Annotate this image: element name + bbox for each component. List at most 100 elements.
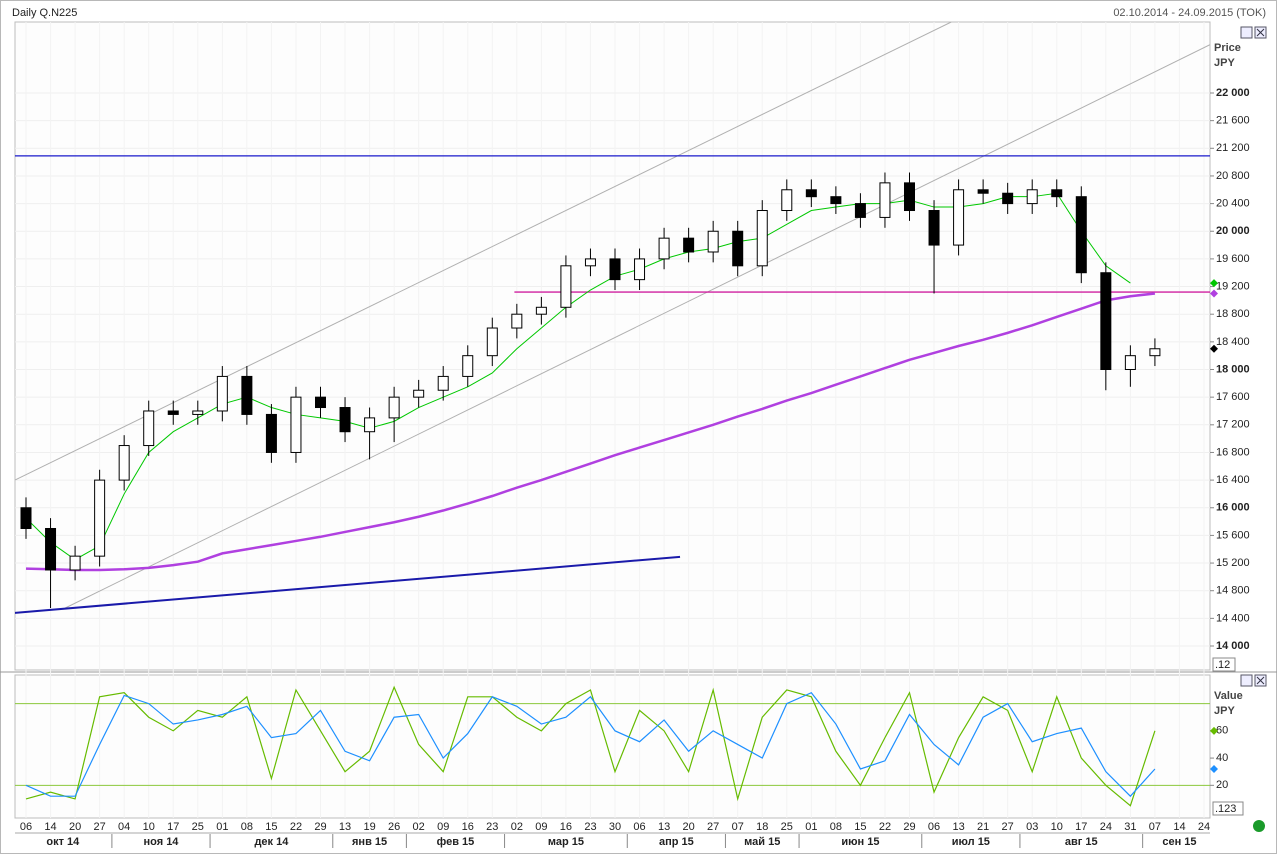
candle-body <box>167 410 179 415</box>
x-tick-label: 23 <box>584 821 596 833</box>
x-tick-label: 10 <box>143 821 155 833</box>
price-axis-unit: JPY <box>1214 57 1235 69</box>
moving-average <box>25 292 1156 572</box>
x-tick-label: 30 <box>609 821 621 833</box>
last-value-marker <box>1210 726 1218 735</box>
y-tick-label: 20 400 <box>1216 198 1250 210</box>
x-tick-label: 27 <box>707 821 719 833</box>
candle-body <box>634 258 646 281</box>
candle-body <box>953 189 965 246</box>
y-tick-label: 14 000 <box>1216 640 1250 652</box>
x-tick-label: 15 <box>854 821 866 833</box>
x-tick-label: 06 <box>928 821 940 833</box>
trendline <box>15 22 952 481</box>
x-tick-label: 27 <box>1002 821 1014 833</box>
candle-body <box>732 230 744 267</box>
osc-axis-label: Value <box>1214 690 1243 702</box>
candle-body <box>339 407 351 433</box>
x-tick-label: 07 <box>1149 821 1161 833</box>
scale-box <box>1212 657 1236 672</box>
x-tick-label: 17 <box>1075 821 1087 833</box>
x-tick-label: 19 <box>363 821 375 833</box>
y-tick-label: 21 200 <box>1216 142 1250 154</box>
candle-body <box>265 413 277 453</box>
y-tick-label: 20 <box>1216 779 1228 791</box>
candle-body <box>20 507 32 529</box>
y-tick-label: 18 400 <box>1216 336 1250 348</box>
month-label: фев 15 <box>437 836 475 848</box>
last-value-marker <box>1210 289 1218 298</box>
x-tick-label: 27 <box>94 821 106 833</box>
y-tick-label: 20 800 <box>1216 170 1250 182</box>
last-value-marker <box>1210 764 1218 773</box>
y-tick-label: 21 600 <box>1216 115 1250 127</box>
candle-body <box>560 265 572 308</box>
osc-scale-note: .123 <box>1215 803 1236 815</box>
y-tick-label: 17 200 <box>1216 419 1250 431</box>
close-icon <box>1256 28 1265 37</box>
candle-body <box>683 237 695 253</box>
x-tick-label: 22 <box>290 821 302 833</box>
x-tick-label: 02 <box>511 821 523 833</box>
candle-body <box>854 203 866 218</box>
minimize-button[interactable] <box>1240 674 1253 687</box>
candle-body <box>45 527 57 571</box>
month-label: окт 14 <box>46 836 80 848</box>
x-tick-label: 03 <box>1026 821 1038 833</box>
x-tick-label: 31 <box>1124 821 1136 833</box>
status-indicator[interactable] <box>1253 820 1265 832</box>
price-scale-note: .12 <box>1215 659 1230 671</box>
minimize-button[interactable] <box>1240 26 1253 39</box>
x-tick-label: 24 <box>1100 821 1112 833</box>
candle-body <box>1149 348 1161 357</box>
x-tick-label: 07 <box>732 821 744 833</box>
chart-title: Daily Q.N225 <box>12 7 77 19</box>
y-tick-label: 18 800 <box>1216 308 1250 320</box>
x-tick-label: 24 <box>1198 821 1210 833</box>
x-tick-label: 15 <box>265 821 277 833</box>
month-label: сен 15 <box>1162 836 1196 848</box>
candle-body <box>609 258 621 281</box>
x-tick-label: 02 <box>413 821 425 833</box>
candle-body <box>486 327 498 357</box>
x-tick-label: 13 <box>339 821 351 833</box>
x-tick-label: 22 <box>879 821 891 833</box>
x-tick-label: 13 <box>952 821 964 833</box>
x-tick-label: 09 <box>437 821 449 833</box>
x-tick-label: 10 <box>1051 821 1063 833</box>
panel-controls[interactable] <box>1240 26 1267 687</box>
x-tick-label: 20 <box>683 821 695 833</box>
oscillator-line <box>25 691 1156 798</box>
x-tick-label: 21 <box>977 821 989 833</box>
x-tick-label: 04 <box>118 821 130 833</box>
y-tick-label: 14 400 <box>1216 612 1250 624</box>
candle-body <box>781 189 793 212</box>
y-tick-label: 16 800 <box>1216 446 1250 458</box>
last-value-marker <box>1210 344 1218 353</box>
x-tick-label: 25 <box>781 821 793 833</box>
x-tick-label: 08 <box>241 821 253 833</box>
candle-body <box>756 210 768 267</box>
date-range: 02.10.2014 - 24.09.2015 (TOK) <box>1113 7 1266 19</box>
oscillator-panel <box>14 674 1211 819</box>
candle-body <box>1026 189 1038 205</box>
candle-body <box>511 313 523 329</box>
candle-body <box>462 355 474 377</box>
candle-body <box>1051 189 1063 198</box>
y-tick-label: 22 000 <box>1216 87 1250 99</box>
y-tick-label: 40 <box>1216 752 1228 764</box>
candle-body <box>977 189 989 194</box>
candle-body <box>437 375 449 391</box>
x-tick-label: 06 <box>20 821 32 833</box>
candle-body <box>707 230 719 253</box>
month-label: ноя 14 <box>144 836 180 848</box>
x-tick-label: 25 <box>192 821 204 833</box>
candle-body <box>143 410 155 447</box>
candle-body <box>315 396 326 409</box>
moving-average <box>25 192 1131 561</box>
x-tick-label: 14 <box>1173 821 1185 833</box>
x-tick-label: 17 <box>167 821 179 833</box>
y-tick-label: 14 800 <box>1216 585 1250 597</box>
candle-body <box>1100 272 1112 371</box>
month-label: июн 15 <box>841 836 879 848</box>
